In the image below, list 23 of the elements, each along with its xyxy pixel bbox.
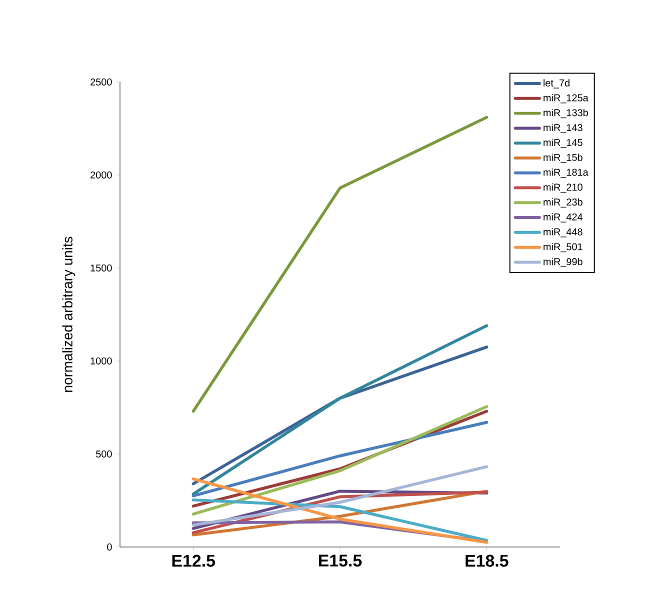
legend-label: miR_125a: [544, 94, 588, 104]
y-tick-label: 2500: [90, 78, 112, 86]
legend-label: miR_501: [544, 242, 582, 252]
legend-label: miR_99b: [544, 258, 582, 268]
y-tick-label: 1000: [90, 357, 112, 365]
y-tick-label: 500: [96, 450, 112, 458]
legend-label: miR_424: [544, 213, 583, 222]
legend-label: miR_145: [544, 138, 582, 148]
y-tick-label: 0: [107, 543, 112, 551]
y-axis-title: normalized arbitrary units: [62, 236, 76, 392]
legend-label: miR_23b: [544, 198, 582, 208]
y-tick-label: 2000: [90, 171, 112, 179]
x-tick-label: E18.5: [466, 554, 508, 567]
legend-label: miR_133b: [544, 108, 588, 118]
legend-label: miR_448: [544, 228, 582, 238]
legend-label: let_7d: [544, 79, 570, 88]
x-tick-label: E15.5: [319, 554, 362, 567]
legend-label: miR_210: [544, 183, 582, 193]
legend-label: miR_143: [544, 124, 582, 134]
y-tick-label: 1500: [90, 264, 112, 272]
legend-label: miR_181a: [544, 168, 588, 178]
legend-label: miR_15b: [544, 154, 582, 163]
x-tick-label: E12.5: [172, 554, 215, 567]
